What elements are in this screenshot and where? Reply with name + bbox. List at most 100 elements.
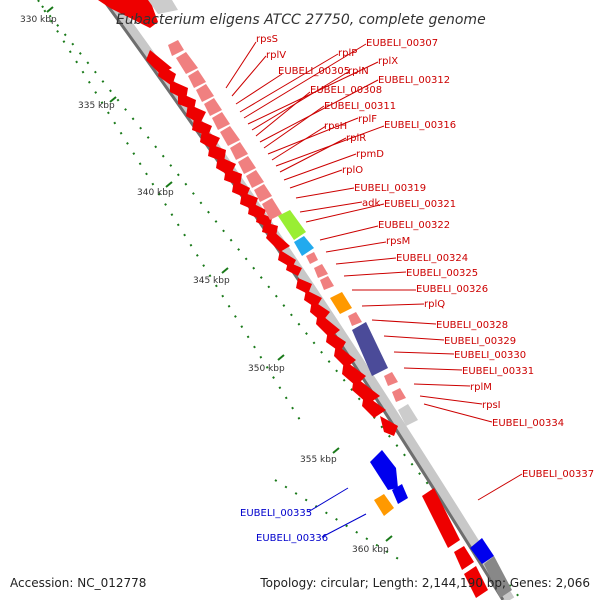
gene-feature <box>326 330 346 352</box>
gene-feature <box>192 118 212 136</box>
gene-feature <box>484 556 512 598</box>
leader-line <box>477 473 523 501</box>
gene-feature <box>158 64 176 86</box>
genome-title: Eubacterium eligens ATCC 27750, complete… <box>116 12 486 28</box>
leader-line <box>299 201 363 213</box>
gene-feature <box>310 300 330 322</box>
leader-line <box>413 383 471 387</box>
topology-summary: Topology: circular; Length: 2,144,190 bp… <box>259 576 590 590</box>
gene-feature <box>320 276 334 290</box>
leader-line <box>279 137 347 173</box>
gene-label: rplM <box>470 382 492 393</box>
leader-line <box>325 241 387 253</box>
leader-line <box>419 395 483 405</box>
gene-feature <box>176 52 198 74</box>
leader-line <box>267 117 359 155</box>
gene-feature <box>464 566 488 598</box>
gene-label: rpmD <box>356 149 384 160</box>
gene-feature <box>220 126 240 146</box>
tick-marks <box>46 6 393 542</box>
tick-mark <box>277 354 285 361</box>
tick-label: 330 kbp <box>20 15 57 25</box>
leader-line <box>283 153 357 181</box>
gene-feature <box>304 290 322 308</box>
leader-line <box>263 105 325 149</box>
gene-label: adk <box>362 198 380 209</box>
gene-label: EUBELI_00326 <box>416 284 488 295</box>
gene-feature <box>196 84 214 102</box>
gene-feature <box>238 156 256 174</box>
leader-line <box>235 73 283 105</box>
gene-label: rplN <box>348 66 369 77</box>
gene-feature <box>422 488 460 548</box>
gene-feature <box>330 292 352 314</box>
leader-line <box>335 257 397 265</box>
leader-line <box>231 55 267 97</box>
gene-label: rplV <box>266 50 286 61</box>
gene-feature <box>266 228 290 252</box>
gene-label: EUBELI_00336 <box>256 533 328 544</box>
tick-mark <box>109 96 117 103</box>
gene-feature <box>370 450 398 490</box>
gene-label: EUBELI_00319 <box>354 183 426 194</box>
tick-mark <box>385 535 393 542</box>
gene-feature <box>296 278 312 294</box>
tick-label: 340 kbp <box>137 188 174 198</box>
tick-label: 335 kbp <box>78 101 115 111</box>
gene-feature <box>286 262 302 276</box>
gene-label: EUBELI_00305 <box>278 66 350 77</box>
gene-label: EUBELI_00335 <box>240 508 312 519</box>
gene-feature <box>188 70 206 88</box>
accession-text: Accession: NC_012778 <box>10 576 146 590</box>
gene-feature <box>384 372 398 386</box>
gene-label: EUBELI_00322 <box>378 220 450 231</box>
tick-mark <box>46 6 54 13</box>
gene-feature <box>398 404 418 426</box>
gene-label: EUBELI_00321 <box>384 199 456 210</box>
leader-line <box>239 53 339 113</box>
tick-mark <box>165 181 173 188</box>
leader-line <box>403 367 463 371</box>
tick-guide-lower <box>274 479 401 561</box>
tick-mark <box>332 447 340 454</box>
leader-line <box>371 319 437 325</box>
gene-label: EUBELI_00316 <box>384 120 456 131</box>
gene-label: EUBELI_00329 <box>444 336 516 347</box>
leader-line <box>319 225 379 241</box>
leader-line <box>259 79 379 143</box>
gene-features <box>98 0 512 598</box>
gene-feature <box>392 484 408 504</box>
leader-line <box>307 487 349 513</box>
gene-label: rpsM <box>386 236 410 247</box>
gene-feature <box>348 312 362 326</box>
gene-label: EUBELI_00328 <box>436 320 508 331</box>
gene-label: EUBELI_00308 <box>310 85 382 96</box>
gene-label: EUBELI_00334 <box>492 418 564 429</box>
gene-label: rpsS <box>256 34 278 45</box>
leader-line <box>383 335 445 341</box>
gene-feature <box>352 322 388 376</box>
leader-line <box>321 513 367 538</box>
leader-line <box>423 403 493 423</box>
gene-feature <box>204 98 222 116</box>
gene-feature <box>212 112 230 130</box>
gene-label: EUBELI_00325 <box>406 268 478 279</box>
tick-label: 355 kbp <box>300 455 337 465</box>
gene-feature <box>294 236 314 256</box>
gene-feature <box>200 130 220 150</box>
gene-label: EUBELI_00331 <box>462 366 534 377</box>
gene-feature <box>278 210 306 240</box>
gene-feature <box>470 538 494 564</box>
gene-label: EUBELI_00324 <box>396 253 468 264</box>
label-leaders <box>225 41 523 501</box>
gene-label: EUBELI_00307 <box>366 38 438 49</box>
gene-label: rplR <box>346 133 366 144</box>
tick-guides <box>37 0 521 599</box>
gene-feature <box>380 416 398 436</box>
leader-line <box>343 271 407 277</box>
leader-line <box>271 125 327 161</box>
gene-feature <box>454 546 474 570</box>
gene-feature <box>246 170 264 188</box>
